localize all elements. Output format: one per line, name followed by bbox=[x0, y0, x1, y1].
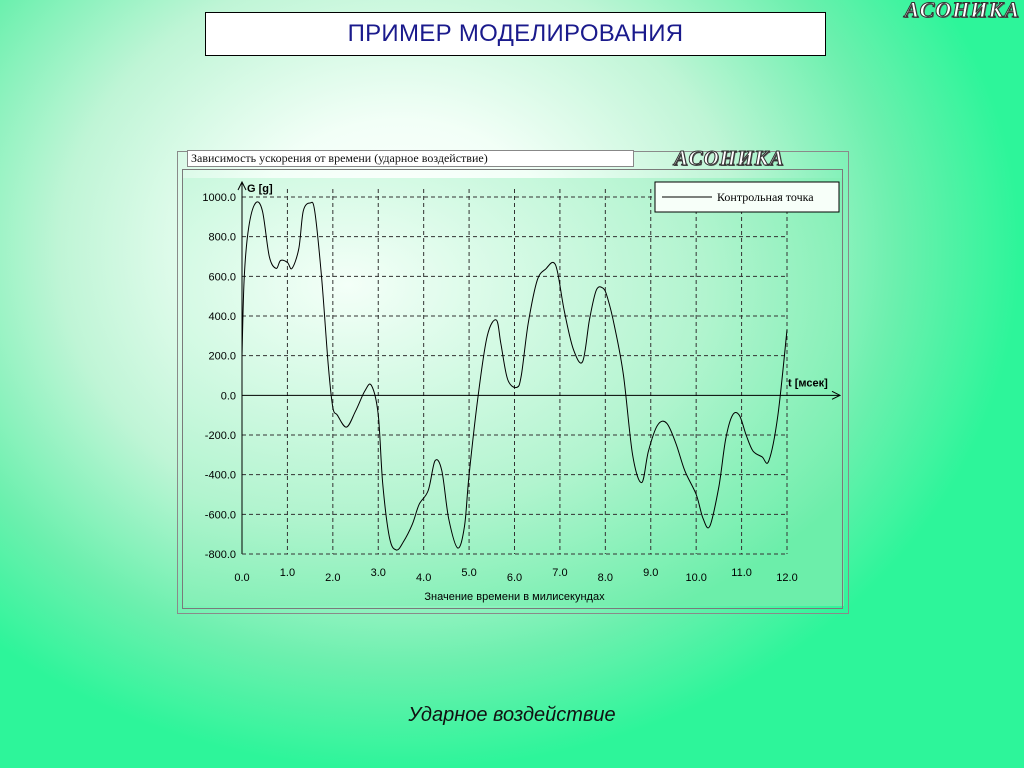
y-tick-label: 200.0 bbox=[208, 351, 236, 363]
chart-plot-background bbox=[182, 178, 844, 606]
y-tick-label: -400.0 bbox=[205, 470, 236, 482]
x-tick-label: 8.0 bbox=[598, 572, 613, 584]
chart-inner-frame bbox=[182, 169, 843, 609]
chart-series bbox=[241, 201, 788, 551]
chart-title: Зависимость ускорения от времени (ударно… bbox=[187, 150, 634, 167]
y-axis-arrow bbox=[237, 180, 247, 191]
x-tick-label: 7.0 bbox=[552, 567, 567, 579]
slide-title: ПРИМЕР МОДЕЛИРОВАНИЯ bbox=[347, 20, 684, 47]
x-tick-label: 9.0 bbox=[643, 567, 658, 579]
x-tick-label: 4.0 bbox=[416, 572, 431, 584]
chart-axes bbox=[237, 180, 842, 555]
x-axis-label: Значение времени в милисекундах bbox=[424, 591, 605, 603]
x-tick-label: 2.0 bbox=[325, 572, 340, 584]
asonika-logo-chart: АСОНИКА bbox=[674, 146, 785, 171]
slide-caption: Ударное воздействие bbox=[408, 704, 616, 726]
chart-grid bbox=[242, 189, 788, 555]
y-tick-label: 0.0 bbox=[221, 390, 236, 402]
asonika-logo-top: АСОНИКА bbox=[904, 0, 1020, 23]
y-axis-label: G [g] bbox=[247, 183, 273, 195]
legend-box bbox=[654, 181, 840, 213]
y-tick-label: 600.0 bbox=[208, 271, 236, 283]
y-tick-label: -200.0 bbox=[205, 430, 236, 442]
y-tick-label: 800.0 bbox=[208, 232, 236, 244]
legend: Контрольная точка bbox=[654, 181, 840, 213]
x-tick-label: 6.0 bbox=[507, 572, 522, 584]
x-tick-labels: 0.0 1.0 2.0 3.0 4.0 5.0 6.0 7.0 8.0 9.0 10.0 11.0 12… bbox=[234, 567, 797, 584]
x-axis-arrow bbox=[831, 390, 842, 400]
y-tick-labels: 1000.0 800.0 600.0 400.0 200.0 0.0 -200.0 -400.… bbox=[202, 192, 236, 561]
x-tick-label: 12.0 bbox=[776, 572, 797, 584]
x-tick-label: 10.0 bbox=[685, 572, 706, 584]
x-tick-label: 1.0 bbox=[280, 567, 295, 579]
y-tick-label: -600.0 bbox=[205, 509, 236, 521]
y-tick-label: 400.0 bbox=[208, 311, 236, 323]
slide-title-box: ПРИМЕР МОДЕЛИРОВАНИЯ bbox=[205, 12, 826, 56]
series-line bbox=[241, 201, 788, 551]
x-axis-unit-label: t [мсек] bbox=[788, 377, 828, 389]
y-tick-label: 1000.0 bbox=[202, 192, 236, 204]
x-tick-label: 3.0 bbox=[371, 567, 386, 579]
x-tick-label: 11.0 bbox=[731, 567, 752, 579]
x-tick-label: 0.0 bbox=[234, 572, 249, 584]
legend-entry-label: Контрольная точка bbox=[717, 190, 814, 204]
x-tick-label: 5.0 bbox=[461, 567, 476, 579]
y-tick-label: -800.0 bbox=[205, 549, 236, 561]
